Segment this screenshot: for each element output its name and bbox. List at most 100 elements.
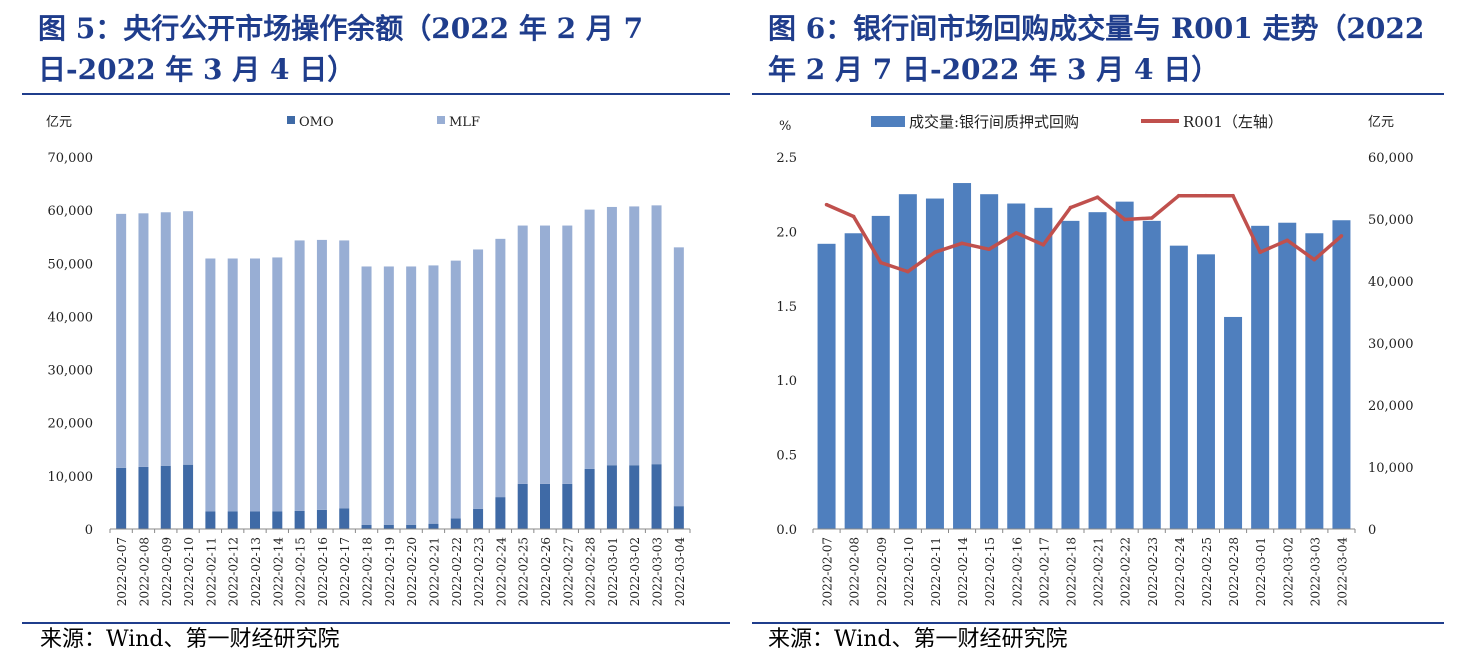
chart1-xtick-label: 2022-03-02 (628, 537, 642, 606)
chart1-xtick-label: 2022-02-07 (115, 537, 129, 606)
chart1-xtick-label: 2022-02-21 (427, 537, 441, 606)
chart2-point-r001 (1177, 193, 1181, 198)
chart1-bar-mlf (540, 225, 550, 484)
chart2-xtick-label: 2022-03-04 (1335, 537, 1349, 607)
chart1-bar-omo (540, 483, 550, 529)
chart1-bar-omo (227, 511, 238, 529)
source-divider-left (22, 622, 730, 624)
chart1-bar-omo (428, 523, 439, 529)
chart2-xtick-label: 2022-02-09 (875, 537, 889, 606)
chart2-ytick-label-left: 0.5 (776, 449, 797, 464)
chart1-bar-omo (473, 508, 484, 529)
chart2-xtick-label: 2022-02-07 (821, 537, 835, 606)
chart1-legend-swatch-omo (287, 116, 295, 124)
chart1-xtick-label: 2022-02-28 (584, 537, 598, 606)
chart1-ytick-label: 50,000 (48, 257, 94, 272)
chart2-bar-volume (1251, 225, 1270, 529)
chart1-legend-omo: OMO (299, 115, 334, 130)
chart1-legend-mlf: MLF (449, 115, 480, 130)
chart2-ylabel-left: % (779, 119, 791, 134)
chart2-bar-volume (1278, 222, 1297, 529)
chart2-bar-volume (1305, 233, 1324, 529)
chart2-xtick-label: 2022-03-01 (1254, 537, 1268, 606)
chart1-bar-mlf (294, 240, 305, 511)
chart1-bar-omo (205, 511, 216, 529)
chart2-bar-volume (871, 215, 890, 529)
chart-title-right: 图 6：银行间市场回购成交量与 R001 走势（2022 年 2 月 7 日-2… (768, 12, 1425, 86)
chart2-legend-volume: 成交量:银行间质押式回购 (909, 113, 1079, 131)
chart1-ytick-label: 40,000 (48, 310, 94, 325)
chart2-point-r001 (1231, 193, 1235, 198)
chart2-point-r001 (960, 241, 964, 246)
chart2-ytick-label-right: 30,000 (1368, 337, 1414, 352)
chart1-xtick-label: 2022-02-24 (494, 537, 508, 607)
chart1-bar-mlf (562, 225, 573, 484)
chart2-xtick-label: 2022-02-24 (1173, 537, 1187, 607)
chart2-xtick-label: 2022-02-11 (929, 537, 943, 606)
chart2-bar-volume (1169, 245, 1188, 529)
chart1-xtick-label: 2022-02-14 (271, 537, 285, 607)
chart1-xtick-label: 2022-02-13 (249, 537, 263, 606)
chart1-bar-omo (584, 468, 595, 529)
chart2-ylabel-right: 亿元 (1368, 115, 1394, 130)
chart1-bar-omo (250, 511, 260, 529)
chart2-line-r001 (825, 193, 1343, 274)
chart1-bar-mlf (606, 206, 617, 466)
title-divider-left (22, 93, 730, 95)
chart2-xtick-label: 2022-02-16 (1010, 537, 1024, 606)
chart2-xtick-label: 2022-02-28 (1227, 537, 1241, 606)
chart1-xtick-label: 2022-02-17 (338, 537, 352, 606)
chart2-point-r001 (1339, 234, 1344, 238)
chart1-bar-mlf (673, 247, 684, 507)
chart2-bar-volume (1007, 203, 1026, 529)
chart2-ytick-label-right: 20,000 (1368, 399, 1414, 414)
chart1-bar-mlf (339, 240, 350, 509)
chart1-bar-omo (629, 465, 640, 529)
chart2-bar-volume (1088, 212, 1107, 529)
chart2-bar-volume (1196, 254, 1215, 529)
chart1-xtick-label: 2022-02-09 (160, 537, 174, 606)
chart2-xtick-label: 2022-02-18 (1064, 537, 1078, 606)
chart2-ytick-label-right: 0 (1368, 523, 1376, 538)
chart1-bar-mlf (584, 209, 595, 469)
chart1-xtick-label: 2022-02-20 (405, 537, 419, 606)
chart2-bar-volume (1332, 220, 1351, 530)
chart1-xtick-label: 2022-02-27 (561, 537, 575, 606)
chart2-point-r001 (1041, 242, 1046, 247)
chart2-point-r001 (1068, 205, 1073, 210)
chart1-bar-omo (606, 465, 617, 529)
chart1-legend-swatch-mlf (437, 116, 445, 124)
chart1-bar-mlf (205, 258, 216, 512)
chart2-ytick-label-left: 2.0 (776, 225, 797, 240)
chart2-bar-volume (817, 243, 836, 530)
chart1-ytick-label: 30,000 (48, 364, 94, 379)
source-note-right: 来源：Wind、第一财经研究院 (768, 627, 1068, 652)
chart1-bar-mlf (383, 266, 394, 525)
chart1-bar-omo (160, 465, 171, 529)
chart2-ytick-label-right: 60,000 (1368, 151, 1414, 166)
chart2-point-r001 (987, 247, 991, 252)
chart1-bar-mlf (227, 258, 238, 512)
chart1-xtick-label: 2022-02-11 (204, 537, 218, 606)
chart2-bar-volume (925, 198, 944, 530)
chart1-bar-mlf (160, 212, 171, 466)
chart2-legend-swatch-volume (871, 116, 905, 127)
chart2-ytick-label-left: 1.0 (776, 374, 797, 389)
chart2-bar-volume (844, 233, 863, 529)
chart1-bar-omo (138, 466, 149, 529)
chart1-bar-omo (383, 524, 394, 529)
chart1-bar-mlf (651, 205, 662, 465)
chart1-bar-mlf (138, 213, 149, 467)
chart1-ytick-label: 20,000 (48, 417, 94, 432)
chart2-bar-volume (953, 183, 972, 530)
chart1-bar-omo (116, 467, 127, 529)
chart2-point-r001 (1204, 193, 1208, 198)
chart1-bar-mlf (428, 265, 439, 524)
chart2-xtick-label: 2022-02-23 (1146, 537, 1160, 606)
source-divider-right (752, 622, 1444, 624)
chart1-xtick-label: 2022-02-18 (361, 537, 375, 606)
chart1-xtick-label: 2022-02-10 (182, 537, 196, 606)
chart1-bar-omo (183, 464, 194, 529)
chart2-bar-volume (898, 194, 917, 529)
chart1-bar-omo (339, 508, 350, 529)
